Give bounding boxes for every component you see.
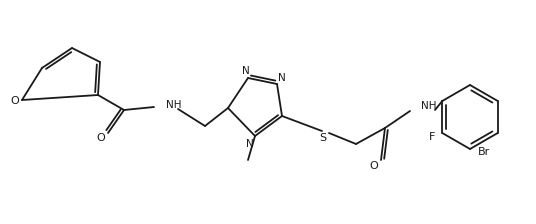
Text: S: S — [319, 133, 326, 143]
Text: O: O — [11, 96, 19, 106]
Text: O: O — [96, 133, 106, 143]
Text: N: N — [242, 66, 250, 76]
Text: O: O — [370, 161, 378, 171]
Text: N: N — [246, 139, 254, 149]
Text: NH: NH — [166, 100, 182, 110]
Text: Br: Br — [478, 147, 490, 157]
Text: F: F — [429, 132, 435, 142]
Text: N: N — [278, 73, 286, 83]
Text: NH: NH — [421, 101, 436, 111]
